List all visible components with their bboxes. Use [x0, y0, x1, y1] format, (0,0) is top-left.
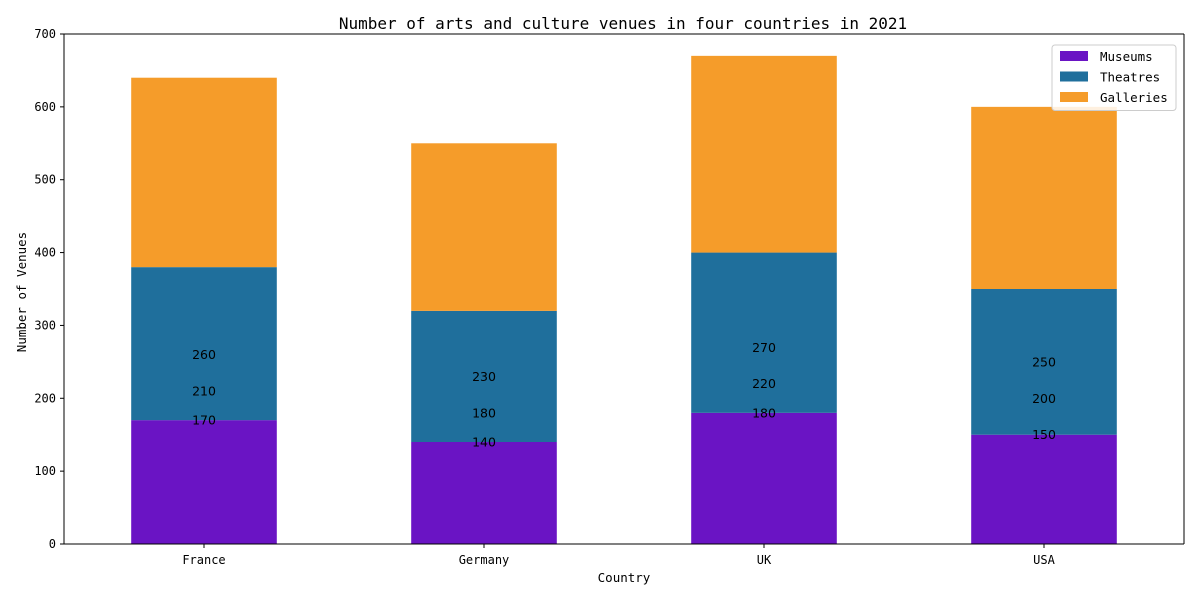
- legend-swatch-theatres: [1060, 71, 1088, 82]
- data-label-uk-1: 220: [752, 376, 776, 391]
- data-label-germany-2: 230: [472, 369, 496, 384]
- bar-galleries-germany: [411, 143, 557, 311]
- data-label-france-1: 210: [192, 384, 216, 399]
- y-tick-label-200: 200: [34, 391, 56, 405]
- data-label-france-2: 260: [192, 347, 216, 362]
- chart-title: Number of arts and culture venues in fou…: [339, 14, 907, 33]
- x-tick-label-usa: USA: [1033, 553, 1055, 567]
- y-tick-label-600: 600: [34, 100, 56, 114]
- x-tick-label-uk: UK: [757, 553, 772, 567]
- bar-galleries-usa: [971, 106, 1117, 289]
- x-tick-label-france: France: [182, 553, 225, 567]
- y-tick-label-0: 0: [49, 537, 56, 551]
- data-label-usa-0: 150: [1032, 427, 1056, 442]
- legend-label-galleries: Galleries: [1100, 90, 1168, 105]
- data-label-uk-2: 270: [752, 340, 776, 355]
- legend-label-theatres: Theatres: [1100, 70, 1160, 85]
- y-axis-label: Number of Venues: [14, 232, 29, 352]
- bar-museums-germany: [411, 442, 557, 544]
- y-tick-label-400: 400: [34, 246, 56, 260]
- data-label-uk-0: 180: [752, 405, 776, 420]
- bar-galleries-france: [131, 77, 277, 268]
- legend-swatch-galleries: [1060, 92, 1088, 102]
- bar-theatres-uk: [691, 252, 837, 413]
- x-tick-label-germany: Germany: [459, 553, 510, 567]
- data-label-germany-0: 140: [472, 435, 496, 450]
- bar-theatres-germany: [411, 310, 557, 442]
- bar-theatres-usa: [971, 289, 1117, 435]
- data-label-usa-2: 250: [1032, 354, 1056, 369]
- legend-label-museums: Museums: [1100, 49, 1153, 64]
- bar-museums-uk: [691, 412, 837, 544]
- data-label-germany-1: 180: [472, 405, 496, 420]
- data-label-france-0: 170: [192, 413, 216, 428]
- y-tick-label-300: 300: [34, 318, 56, 332]
- y-tick-label-500: 500: [34, 173, 56, 187]
- plot-area: 170 210 260 140 180 230 180 220 270 150 200 250 0 100…: [34, 27, 1185, 567]
- bar-museums-france: [131, 420, 277, 544]
- data-label-usa-1: 200: [1032, 391, 1056, 406]
- bar-galleries-uk: [691, 55, 837, 253]
- legend: Museums Theatres Galleries: [1051, 44, 1177, 111]
- x-axis-label: Country: [598, 570, 651, 585]
- y-tick-label-700: 700: [34, 27, 56, 41]
- legend-swatch-museums: [1060, 51, 1088, 61]
- y-tick-label-100: 100: [34, 464, 56, 478]
- bar-museums-usa: [971, 434, 1117, 544]
- bar-theatres-france: [131, 267, 277, 421]
